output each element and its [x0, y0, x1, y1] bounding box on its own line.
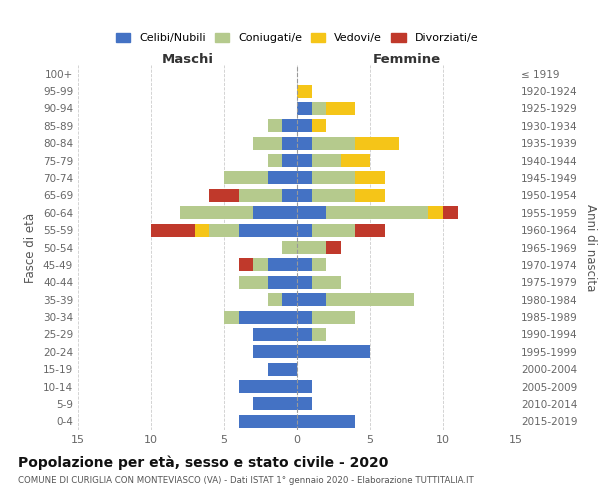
Bar: [297, 398, 311, 410]
Bar: [311, 258, 326, 272]
Bar: [311, 310, 355, 324]
Bar: [180, 206, 253, 220]
Bar: [297, 224, 311, 236]
Bar: [268, 276, 297, 289]
Bar: [443, 206, 458, 220]
Bar: [297, 189, 311, 202]
Bar: [326, 293, 414, 306]
Bar: [297, 380, 311, 393]
Text: Femmine: Femmine: [373, 53, 440, 66]
Bar: [224, 310, 239, 324]
Bar: [239, 258, 253, 272]
Bar: [297, 84, 311, 98]
Y-axis label: Fasce di età: Fasce di età: [25, 212, 37, 282]
Bar: [239, 310, 297, 324]
Bar: [253, 206, 297, 220]
Bar: [239, 224, 297, 236]
Bar: [311, 102, 326, 115]
Bar: [239, 189, 283, 202]
Bar: [311, 189, 355, 202]
Bar: [268, 362, 297, 376]
Bar: [268, 120, 283, 132]
Bar: [283, 241, 297, 254]
Bar: [224, 172, 268, 184]
Bar: [297, 293, 326, 306]
Y-axis label: Anni di nascita: Anni di nascita: [584, 204, 597, 291]
Bar: [311, 154, 341, 167]
Bar: [428, 206, 443, 220]
Bar: [297, 241, 326, 254]
Bar: [253, 328, 297, 341]
Bar: [297, 328, 311, 341]
Bar: [151, 224, 195, 236]
Bar: [253, 346, 297, 358]
Bar: [209, 189, 239, 202]
Bar: [283, 189, 297, 202]
Bar: [253, 136, 283, 149]
Bar: [355, 189, 385, 202]
Bar: [297, 154, 311, 167]
Bar: [311, 136, 355, 149]
Bar: [297, 102, 311, 115]
Bar: [311, 328, 326, 341]
Bar: [297, 346, 370, 358]
Text: Popolazione per età, sesso e stato civile - 2020: Popolazione per età, sesso e stato civil…: [18, 455, 388, 469]
Bar: [355, 172, 385, 184]
Bar: [297, 136, 311, 149]
Bar: [209, 224, 239, 236]
Bar: [311, 276, 341, 289]
Bar: [355, 136, 399, 149]
Bar: [253, 258, 268, 272]
Bar: [297, 310, 311, 324]
Bar: [326, 241, 341, 254]
Bar: [297, 258, 311, 272]
Bar: [297, 206, 326, 220]
Legend: Celibi/Nubili, Coniugati/e, Vedovi/e, Divorziati/e: Celibi/Nubili, Coniugati/e, Vedovi/e, Di…: [112, 28, 482, 48]
Bar: [283, 136, 297, 149]
Bar: [253, 398, 297, 410]
Bar: [297, 172, 311, 184]
Bar: [311, 224, 355, 236]
Bar: [268, 154, 283, 167]
Bar: [239, 415, 297, 428]
Bar: [311, 172, 355, 184]
Bar: [297, 120, 311, 132]
Bar: [326, 206, 428, 220]
Text: COMUNE DI CURIGLIA CON MONTEVIASCO (VA) - Dati ISTAT 1° gennaio 2020 - Elaborazi: COMUNE DI CURIGLIA CON MONTEVIASCO (VA) …: [18, 476, 474, 485]
Bar: [341, 154, 370, 167]
Bar: [283, 154, 297, 167]
Bar: [268, 172, 297, 184]
Bar: [297, 415, 355, 428]
Bar: [239, 276, 268, 289]
Text: Maschi: Maschi: [161, 53, 214, 66]
Bar: [239, 380, 297, 393]
Bar: [297, 276, 311, 289]
Bar: [326, 102, 355, 115]
Bar: [311, 120, 326, 132]
Bar: [268, 293, 283, 306]
Bar: [195, 224, 209, 236]
Bar: [283, 293, 297, 306]
Bar: [283, 120, 297, 132]
Bar: [268, 258, 297, 272]
Bar: [355, 224, 385, 236]
